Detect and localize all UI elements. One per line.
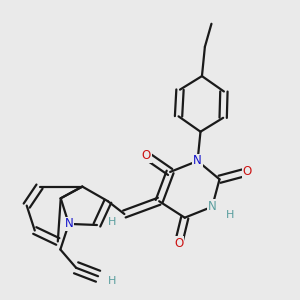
Text: N: N — [64, 218, 73, 230]
Text: N: N — [193, 154, 202, 167]
Text: O: O — [242, 166, 252, 178]
Text: H: H — [226, 210, 234, 220]
Text: H: H — [107, 276, 116, 286]
Text: O: O — [142, 149, 151, 162]
Text: O: O — [174, 237, 183, 250]
Text: N: N — [208, 200, 217, 213]
Text: H: H — [107, 218, 116, 227]
